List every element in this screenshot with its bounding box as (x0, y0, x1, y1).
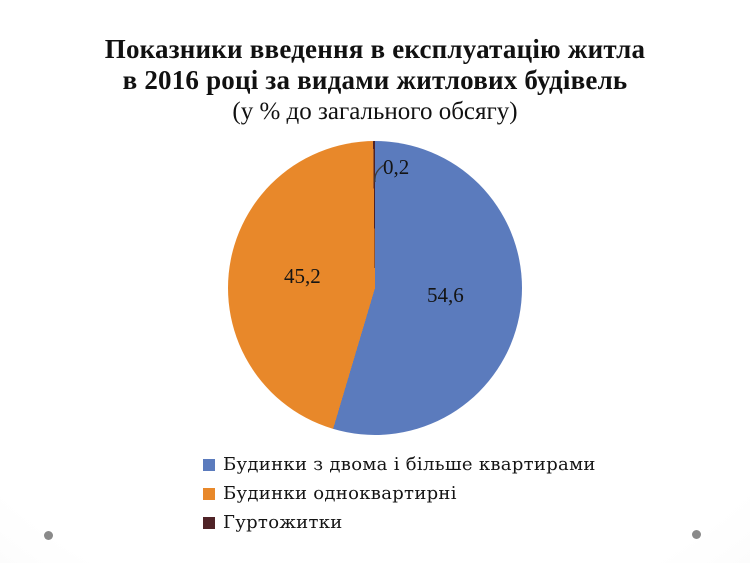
slide-decoration-dot-left (44, 531, 53, 540)
legend-item: Будинки одноквартирні (203, 479, 596, 508)
legend-label: Будинки з двома і більше квартирами (223, 454, 596, 475)
legend-swatch (203, 487, 215, 500)
title-line-3: (у % до загального обсягу) (232, 98, 518, 125)
legend-label: Будинки одноквартирні (223, 483, 457, 504)
legend-swatch (203, 458, 215, 471)
pie-chart (228, 141, 522, 435)
legend-item: Будинки з двома і більше квартирами (203, 450, 596, 479)
title-line-1: Показники введення в експлуатацію житла (104, 34, 646, 64)
legend: Будинки з двома і більше квартирами Будин… (203, 450, 596, 537)
pie-data-label-single-apartment: 45,2 (284, 264, 321, 288)
title-line-2: в 2016 році за видами житлових будівель (122, 65, 628, 95)
label-leader-line (374, 164, 385, 183)
pie-data-label-dormitories: 0,2 (383, 155, 410, 179)
slide-title: Показники введення в експлуатацію житла … (0, 34, 750, 127)
slide-decoration-dot-right (692, 530, 701, 539)
legend-swatch (203, 516, 215, 529)
legend-label: Гуртожитки (223, 512, 343, 533)
pie-data-label-multi-apartment: 54,6 (427, 283, 464, 307)
legend-item: Гуртожитки (203, 508, 596, 537)
